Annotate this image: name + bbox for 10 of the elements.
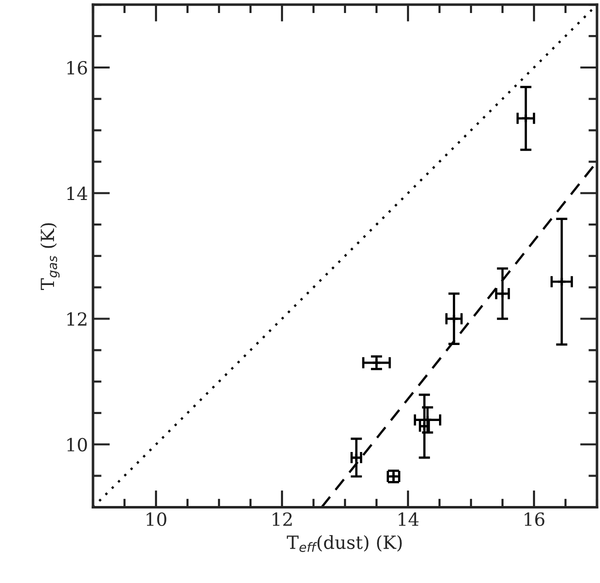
y-tick-label: 14 (67, 186, 88, 200)
x-tick-label: 14 (398, 512, 419, 526)
y-axis-title: T$_{gas}$ (K) (40, 223, 60, 290)
x-axis-title: T$_{eff}$(dust) (K) (286, 535, 402, 552)
x-tick-label: 12 (272, 512, 292, 526)
x-tick-label: 16 (524, 512, 544, 526)
y-tick-label: 10 (67, 438, 87, 452)
y-tick-label: 12 (67, 312, 86, 326)
y-tick-label: 16 (67, 60, 87, 75)
x-tick-label: 10 (146, 512, 166, 526)
